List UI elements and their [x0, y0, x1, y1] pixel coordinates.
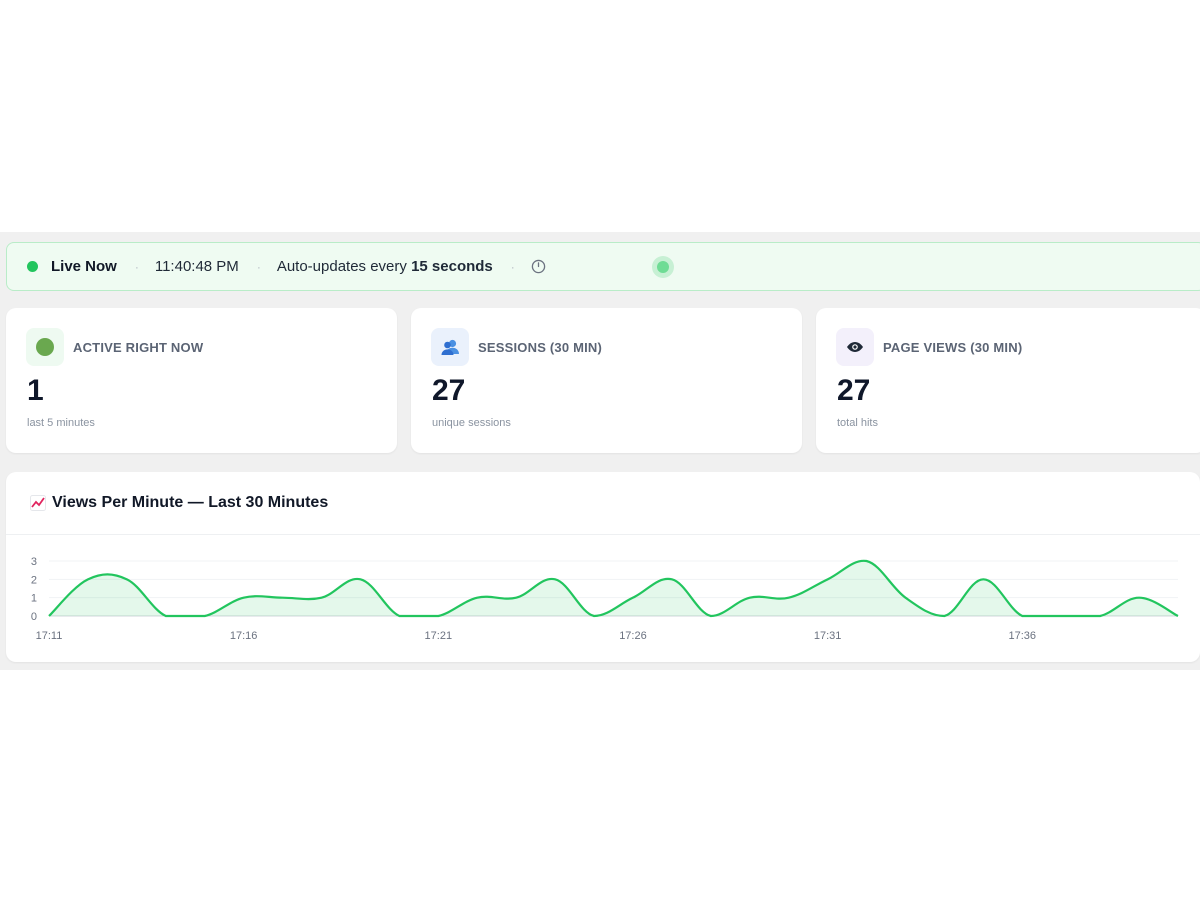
separator: · — [510, 259, 515, 274]
data-point — [748, 596, 752, 600]
trend-chart-icon — [30, 495, 46, 511]
card-title: SESSIONS (30 MIN) — [478, 339, 603, 355]
data-point — [670, 577, 674, 581]
x-tick-label: 17:21 — [425, 630, 453, 642]
card-subtitle: last 5 minutes — [27, 417, 95, 429]
chart-title: Views Per Minute — Last 30 Minutes — [30, 494, 328, 512]
separator: · — [134, 259, 139, 274]
views-per-minute-chart: 3 2 1 0 17:11 17:16 17:21 17:26 17:31 17:36 — [31, 556, 1180, 642]
clock-icon[interactable] — [531, 259, 546, 274]
card-value: 1 — [27, 374, 44, 407]
live-status-label: Live Now — [51, 258, 117, 275]
card-value: 27 — [837, 374, 871, 407]
stat-card-sessions: SESSIONS (30 MIN) 27 unique sessions — [411, 308, 802, 453]
stat-card-page-views: PAGE VIEWS (30 MIN) 27 total hits — [816, 308, 1200, 453]
chart-divider — [6, 534, 1200, 535]
card-title: PAGE VIEWS (30 MIN) — [883, 339, 1023, 355]
card-subtitle: unique sessions — [432, 417, 511, 429]
y-tick-label: 1 — [31, 593, 37, 605]
data-point — [514, 596, 518, 600]
data-point — [553, 577, 557, 581]
data-point — [203, 614, 207, 618]
data-point — [981, 577, 985, 581]
data-point — [436, 614, 440, 618]
active-dot-icon — [26, 328, 64, 366]
auto-update-interval: 15 seconds — [411, 258, 493, 275]
eye-icon — [836, 328, 874, 366]
data-point — [709, 614, 713, 618]
x-tick-label: 17:16 — [230, 630, 258, 642]
x-tick-label: 17:31 — [814, 630, 842, 642]
data-point — [592, 614, 596, 618]
card-value: 27 — [432, 374, 466, 407]
stat-card-active: ACTIVE RIGHT NOW 1 last 5 minutes — [6, 308, 397, 453]
x-tick-label: 17:26 — [619, 630, 647, 642]
data-point — [1137, 596, 1141, 600]
dashboard-panel: Live Now · 11:40:48 PM · Auto-updates ev… — [0, 232, 1200, 670]
data-point — [397, 614, 401, 618]
data-point — [1176, 614, 1180, 618]
series-line — [48, 559, 1179, 618]
data-point — [1020, 614, 1024, 618]
y-tick-label: 2 — [31, 574, 37, 586]
data-point — [358, 577, 362, 581]
data-point — [865, 559, 869, 563]
data-point — [826, 577, 830, 581]
users-icon — [431, 328, 469, 366]
data-point — [631, 596, 635, 600]
data-point — [1098, 614, 1102, 618]
data-point — [125, 577, 129, 581]
data-point — [787, 596, 791, 600]
data-point — [164, 614, 168, 618]
data-point — [1059, 614, 1063, 618]
y-tick-label: 3 — [31, 556, 37, 568]
data-point — [320, 596, 324, 600]
card-subtitle: total hits — [837, 417, 878, 429]
data-point — [903, 596, 907, 600]
data-point — [242, 596, 246, 600]
data-point — [86, 577, 90, 581]
data-point — [47, 614, 51, 618]
x-tick-label: 17:36 — [1009, 630, 1037, 642]
live-status-bar: Live Now · 11:40:48 PM · Auto-updates ev… — [6, 242, 1200, 291]
live-dot-icon — [27, 261, 38, 272]
views-chart-card: Views Per Minute — Last 30 Minutes 3 2 1 0 1… — [6, 472, 1200, 662]
x-tick-label: 17:11 — [36, 630, 63, 642]
pulse-indicator-icon — [651, 255, 674, 278]
card-title: ACTIVE RIGHT NOW — [73, 339, 204, 355]
current-time: 11:40:48 PM — [154, 258, 239, 275]
data-point — [475, 596, 479, 600]
y-tick-label: 0 — [31, 611, 37, 623]
series-area — [49, 560, 1178, 616]
data-point — [942, 614, 946, 618]
data-point — [281, 596, 285, 600]
auto-update-text: Auto-updates every 15 seconds — [276, 258, 493, 275]
separator: · — [256, 259, 261, 274]
